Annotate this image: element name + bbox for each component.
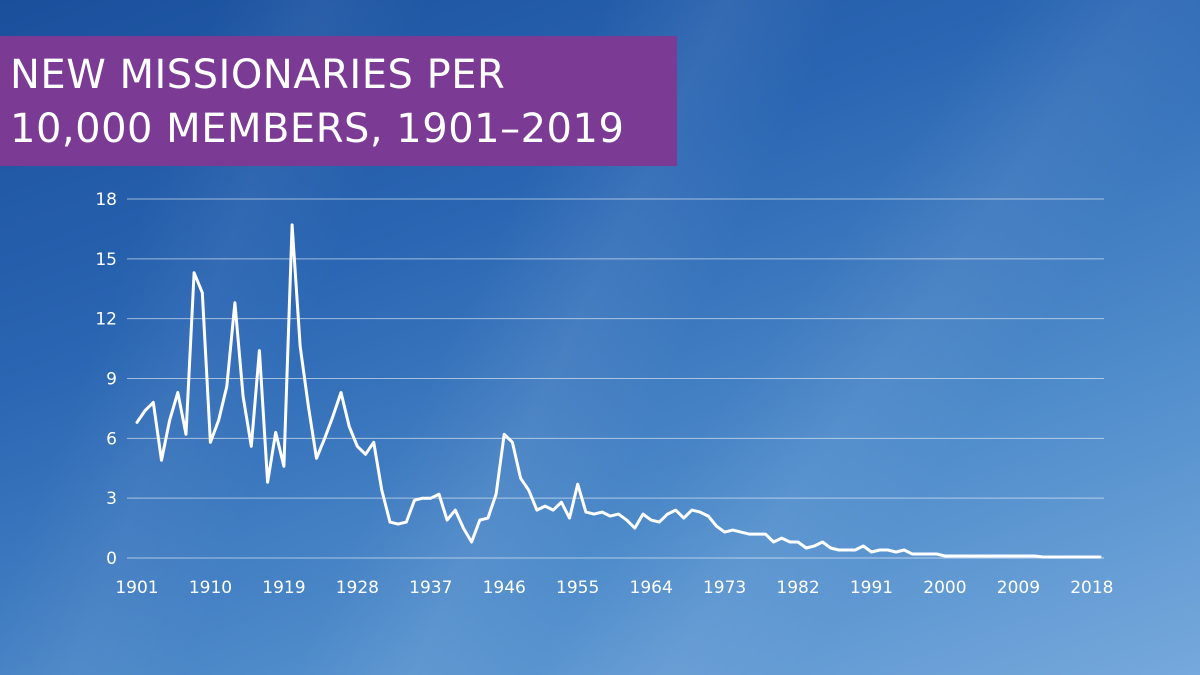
x-tick-label: 1982 (776, 578, 819, 598)
x-tick-label: 2000 (923, 578, 966, 598)
chart-title-line-2: 10,000 MEMBERS, 1901–2019 (10, 106, 625, 152)
x-tick-label: 2018 (1070, 578, 1113, 598)
x-tick-label: 1910 (189, 578, 232, 598)
x-tick-label: 1991 (850, 578, 893, 598)
x-tick-label: 1946 (483, 578, 526, 598)
x-tick-label: 1901 (115, 578, 158, 598)
x-tick-label: 2009 (997, 578, 1040, 598)
x-tick-label: 1937 (409, 578, 452, 598)
x-tick-label: 1955 (556, 578, 599, 598)
x-tick-label: 1919 (262, 578, 305, 598)
title-banner: NEW MISSIONARIES PER 10,000 MEMBERS, 190… (0, 36, 677, 166)
y-tick-label: 12 (95, 310, 117, 330)
x-tick-label: 1973 (703, 578, 746, 598)
y-tick-label: 0 (106, 549, 117, 569)
x-tick-label: 1928 (336, 578, 379, 598)
chart-title-line-1: NEW MISSIONARIES PER (10, 52, 506, 98)
y-tick-label: 3 (106, 489, 117, 509)
y-tick-label: 6 (106, 429, 117, 449)
series-line-0 (135, 223, 1102, 559)
x-tick-label: 1964 (630, 578, 673, 598)
y-tick-label: 18 (95, 190, 117, 210)
y-tick-label: 9 (106, 370, 117, 390)
y-tick-label: 15 (95, 250, 117, 270)
